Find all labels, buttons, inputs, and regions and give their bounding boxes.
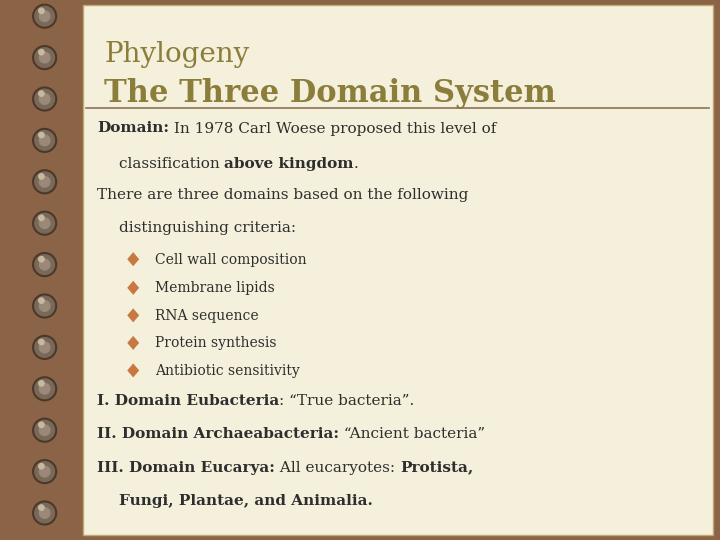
Polygon shape — [39, 91, 44, 96]
Text: RNA sequence: RNA sequence — [155, 309, 258, 323]
Text: distinguishing criteria:: distinguishing criteria: — [119, 221, 296, 235]
Text: classification: classification — [119, 157, 225, 171]
Polygon shape — [39, 132, 44, 138]
Polygon shape — [39, 215, 44, 220]
Text: The Three Domain System: The Three Domain System — [104, 78, 557, 109]
Text: Fungi, Plantae, and Animalia.: Fungi, Plantae, and Animalia. — [119, 494, 373, 508]
Polygon shape — [40, 94, 50, 104]
Polygon shape — [33, 460, 57, 483]
Text: Domain:: Domain: — [97, 122, 169, 136]
Polygon shape — [40, 52, 50, 63]
Polygon shape — [33, 211, 57, 235]
Polygon shape — [39, 298, 44, 303]
Polygon shape — [35, 379, 55, 399]
Text: There are three domains based on the following: There are three domains based on the fol… — [97, 188, 469, 202]
Polygon shape — [40, 425, 50, 435]
Polygon shape — [39, 8, 44, 14]
Polygon shape — [39, 422, 44, 428]
Polygon shape — [40, 467, 50, 477]
Polygon shape — [33, 46, 57, 70]
Polygon shape — [127, 363, 139, 377]
Polygon shape — [35, 296, 55, 316]
Polygon shape — [35, 6, 55, 26]
Polygon shape — [39, 505, 44, 510]
Polygon shape — [35, 420, 55, 440]
Polygon shape — [39, 381, 44, 386]
Polygon shape — [127, 336, 139, 350]
Polygon shape — [127, 308, 139, 322]
Text: Membrane lipids: Membrane lipids — [155, 281, 274, 295]
Polygon shape — [33, 501, 57, 525]
Text: “Ancient bacteria”: “Ancient bacteria” — [339, 427, 485, 441]
Text: Antibiotic sensitivity: Antibiotic sensitivity — [155, 364, 300, 378]
Polygon shape — [39, 174, 44, 179]
Polygon shape — [40, 218, 50, 228]
Polygon shape — [35, 172, 55, 192]
Text: .: . — [354, 157, 359, 171]
Text: In 1978 Carl Woese proposed this level of: In 1978 Carl Woese proposed this level o… — [169, 122, 497, 136]
Text: All eucaryotes:: All eucaryotes: — [275, 461, 400, 475]
Polygon shape — [40, 383, 50, 394]
Polygon shape — [35, 338, 55, 357]
Text: I. Domain Eubacteria: I. Domain Eubacteria — [97, 394, 279, 408]
Polygon shape — [39, 463, 44, 469]
Polygon shape — [40, 342, 50, 353]
Polygon shape — [33, 4, 57, 28]
Polygon shape — [33, 377, 57, 401]
Polygon shape — [33, 253, 57, 276]
Polygon shape — [35, 48, 55, 68]
Text: Cell wall composition: Cell wall composition — [155, 253, 307, 267]
Polygon shape — [33, 335, 57, 359]
Text: Protein synthesis: Protein synthesis — [155, 336, 276, 350]
Polygon shape — [40, 508, 50, 518]
Polygon shape — [33, 418, 57, 442]
Polygon shape — [33, 87, 57, 111]
Text: II. Domain Archaeabacteria:: II. Domain Archaeabacteria: — [97, 427, 339, 441]
Polygon shape — [39, 50, 44, 55]
Text: Protista,: Protista, — [400, 461, 473, 475]
FancyBboxPatch shape — [83, 5, 713, 535]
Polygon shape — [33, 170, 57, 194]
Text: above kingdom: above kingdom — [225, 157, 354, 171]
Polygon shape — [35, 131, 55, 150]
Polygon shape — [35, 89, 55, 109]
Polygon shape — [33, 129, 57, 152]
Text: : “True bacteria”.: : “True bacteria”. — [279, 394, 415, 408]
Polygon shape — [127, 252, 139, 266]
Text: III. Domain Eucarya:: III. Domain Eucarya: — [97, 461, 275, 475]
Polygon shape — [35, 462, 55, 482]
Polygon shape — [40, 177, 50, 187]
Polygon shape — [35, 255, 55, 274]
Polygon shape — [127, 281, 139, 295]
Polygon shape — [40, 11, 50, 22]
Polygon shape — [39, 256, 44, 262]
Polygon shape — [35, 213, 55, 233]
Polygon shape — [39, 339, 44, 345]
Polygon shape — [40, 301, 50, 311]
Polygon shape — [33, 294, 57, 318]
Polygon shape — [40, 135, 50, 146]
Polygon shape — [35, 503, 55, 523]
Text: Phylogeny: Phylogeny — [104, 40, 250, 68]
Polygon shape — [40, 259, 50, 270]
